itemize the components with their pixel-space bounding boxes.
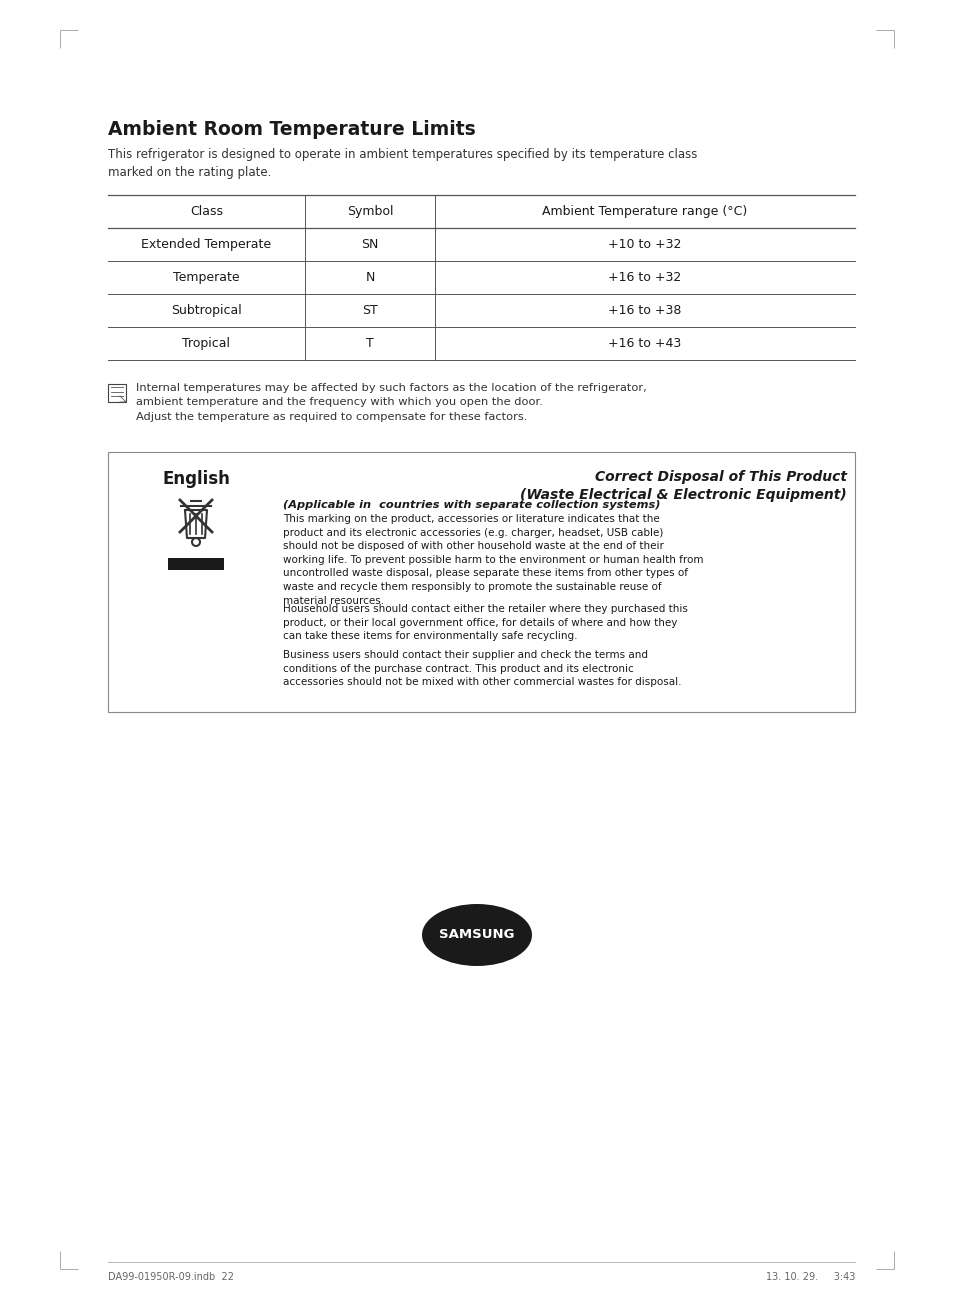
Text: English: English bbox=[162, 470, 230, 488]
Text: ST: ST bbox=[362, 304, 377, 317]
Text: Extended Temperate: Extended Temperate bbox=[141, 238, 272, 251]
Text: Symbol: Symbol bbox=[346, 205, 393, 218]
Text: This refrigerator is designed to operate in ambient temperatures specified by it: This refrigerator is designed to operate… bbox=[108, 148, 697, 179]
Text: (Applicable in  countries with separate collection systems): (Applicable in countries with separate c… bbox=[283, 500, 659, 511]
Text: Ambient Room Temperature Limits: Ambient Room Temperature Limits bbox=[108, 120, 476, 139]
Text: +16 to +32: +16 to +32 bbox=[608, 271, 680, 284]
Text: Internal temperatures may be affected by such factors as the location of the ref: Internal temperatures may be affected by… bbox=[136, 383, 646, 422]
Text: Correct Disposal of This Product: Correct Disposal of This Product bbox=[595, 470, 846, 485]
Text: SAMSUNG: SAMSUNG bbox=[438, 929, 515, 942]
Text: 13. 10. 29.     3:43: 13. 10. 29. 3:43 bbox=[765, 1272, 854, 1282]
Text: Class: Class bbox=[190, 205, 223, 218]
Text: Ambient Temperature range (°C): Ambient Temperature range (°C) bbox=[542, 205, 747, 218]
Ellipse shape bbox=[421, 904, 532, 966]
Text: DA99-01950R-09.indb  22: DA99-01950R-09.indb 22 bbox=[108, 1272, 233, 1282]
Text: (Waste Electrical & Electronic Equipment): (Waste Electrical & Electronic Equipment… bbox=[519, 488, 846, 501]
Text: +16 to +43: +16 to +43 bbox=[608, 336, 680, 349]
Text: +16 to +38: +16 to +38 bbox=[608, 304, 681, 317]
Text: Tropical: Tropical bbox=[182, 336, 231, 349]
Bar bbox=[108, 385, 126, 401]
Text: This marking on the product, accessories or literature indicates that the
produc: This marking on the product, accessories… bbox=[283, 514, 702, 605]
Text: Temperate: Temperate bbox=[173, 271, 239, 284]
Text: N: N bbox=[365, 271, 375, 284]
Bar bbox=[168, 559, 224, 570]
Text: +10 to +32: +10 to +32 bbox=[608, 238, 681, 251]
Text: T: T bbox=[366, 336, 374, 349]
Text: SN: SN bbox=[361, 238, 378, 251]
Text: Business users should contact their supplier and check the terms and
conditions : Business users should contact their supp… bbox=[283, 650, 680, 687]
Bar bbox=[108, 452, 854, 712]
Text: Household users should contact either the retailer where they purchased this
pro: Household users should contact either th… bbox=[283, 604, 687, 642]
Text: Subtropical: Subtropical bbox=[171, 304, 242, 317]
